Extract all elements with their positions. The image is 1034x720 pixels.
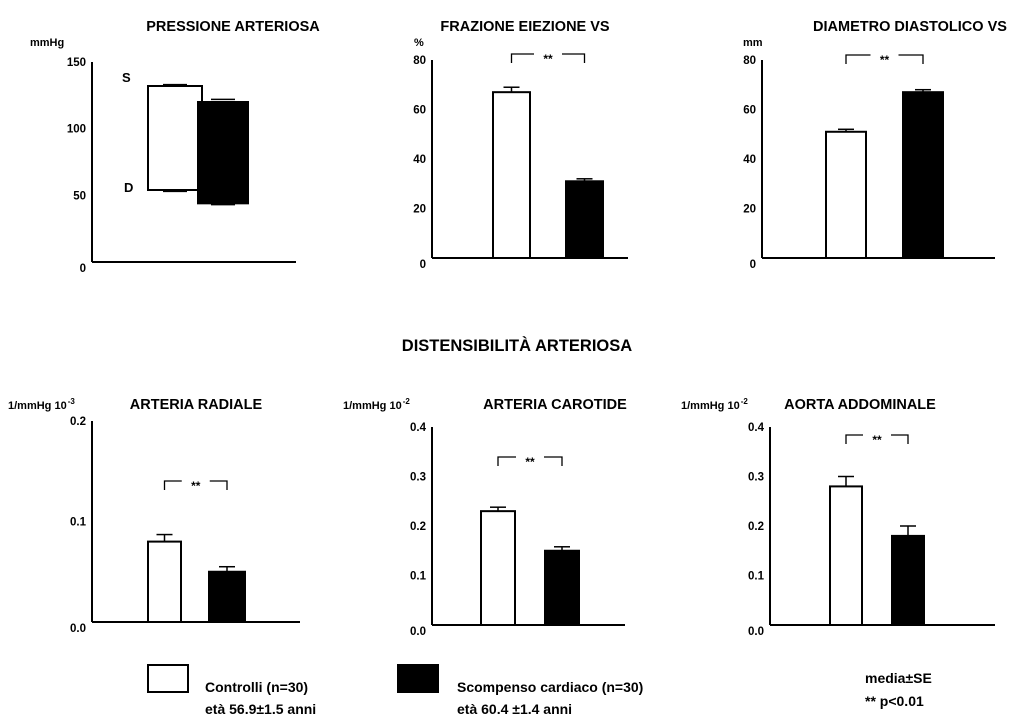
y-axis-label: 1/mmHg 10	[8, 400, 67, 412]
significance-bracket-right	[891, 434, 909, 444]
significance-bracket-left	[497, 456, 516, 466]
y-tick-label: 0.2	[748, 521, 764, 533]
y-tick-label: 80	[413, 55, 426, 67]
y-axis-label: mmHg	[30, 37, 64, 49]
y-tick-label: 0.0	[410, 626, 426, 638]
chart-panel-2: FRAZIONE EIEZIONE VS% 0 20 40 60 80 **	[413, 19, 628, 271]
significance-bracket-left	[163, 480, 182, 490]
y-tick-label: 0.2	[70, 416, 86, 428]
y-tick-label: 80	[743, 55, 756, 67]
chart-panel-6: AORTA ADDOMINALE 1/mmHg 10 -2 0.0 0.1 0.2 0.3 0…	[681, 397, 995, 638]
systolic-label: S	[122, 70, 131, 85]
y-tick-label: 50	[73, 190, 86, 202]
bar-1	[480, 510, 516, 626]
bar-1	[147, 85, 203, 191]
significance-bracket-right	[544, 456, 563, 466]
y-axis-label: mm	[743, 37, 763, 49]
y-axis-label-exponent: -2	[403, 397, 411, 406]
significance-bracket-left	[510, 53, 534, 63]
y-axis-label-exponent: -3	[68, 397, 76, 406]
y-tick-label: 60	[743, 105, 756, 117]
significance-bracket-left	[845, 434, 863, 444]
bar-2	[902, 91, 944, 259]
bar-1	[492, 91, 531, 259]
y-tick-label: 0.4	[410, 422, 427, 434]
chart-panel-3: DIAMETRO DIASTOLICO VS mm 0 20 40 60 80 **	[743, 19, 1007, 271]
significance-marker: **	[525, 455, 535, 469]
y-tick-label: 0.3	[748, 472, 764, 484]
significance-marker: **	[543, 52, 553, 66]
chart-title: DIAMETRO DIASTOLICO VS	[813, 19, 1007, 35]
legend: Controlli (n=30) età 56.9±1.5 anni Scompen…	[147, 664, 643, 717]
legend-label: Scompenso cardiaco (n=30)	[457, 679, 643, 695]
y-tick-label: 0.2	[410, 521, 426, 533]
bar-2	[891, 534, 925, 627]
chart-panel-1: PRESSIONE ARTERIOSA mmHg 0 50 100 150 S D	[30, 19, 320, 275]
y-tick-label: 0.1	[410, 571, 427, 583]
significance-marker: **	[872, 433, 882, 447]
y-tick-label: 0.3	[410, 472, 426, 484]
note-significance: ** p<0.01	[865, 693, 924, 709]
chart-title: FRAZIONE EIEZIONE VS	[440, 19, 610, 35]
y-tick-label: 0.1	[70, 517, 87, 529]
y-tick-label: 0	[750, 259, 756, 271]
y-tick-label: 100	[67, 124, 86, 136]
y-tick-label: 0	[420, 259, 426, 271]
chart-title: ARTERIA RADIALE	[130, 397, 263, 413]
significance-marker: **	[880, 53, 890, 67]
legend-swatch	[397, 664, 439, 693]
y-tick-label: 20	[743, 204, 756, 216]
y-axis-label: 1/mmHg 10	[343, 400, 402, 412]
legend-sublabel: età 56.9±1.5 anni	[205, 701, 316, 717]
section-title: DISTENSIBILITÀ ARTERIOSA	[402, 336, 632, 355]
y-tick-label: 20	[413, 204, 426, 216]
chart-title: ARTERIA CAROTIDE	[483, 397, 627, 413]
legend-label: Controlli (n=30)	[205, 679, 308, 695]
legend-sublabel: età 60.4 ±1.4 anni	[457, 701, 572, 717]
significance-bracket-right	[898, 54, 924, 64]
bar-2	[544, 549, 580, 626]
y-tick-label: 0.4	[748, 422, 765, 434]
y-axis-label: %	[414, 37, 424, 49]
significance-marker: **	[191, 479, 201, 493]
significance-bracket-left	[845, 54, 871, 64]
bar-1	[829, 485, 863, 626]
y-tick-label: 40	[413, 154, 426, 166]
chart-title: PRESSIONE ARTERIOSA	[146, 19, 320, 35]
y-tick-label: 0.1	[748, 571, 765, 583]
significance-bracket-right	[209, 480, 228, 490]
legend-swatch	[147, 664, 189, 693]
chart-panel-5: ARTERIA CAROTIDE 1/mmHg 10 -2 0.0 0.1 0.2 0.3 0…	[343, 397, 627, 638]
y-tick-label: 150	[67, 57, 86, 69]
y-tick-label: 60	[413, 105, 426, 117]
bar-2	[197, 101, 249, 205]
y-tick-label: 40	[743, 154, 756, 166]
note-mean-se: media±SE	[865, 670, 932, 686]
notes: media±SE ** p<0.01	[865, 670, 932, 709]
bar-1	[825, 130, 867, 259]
y-tick-label: 0.0	[748, 626, 764, 638]
chart-title: AORTA ADDOMINALE	[784, 397, 936, 413]
y-tick-label: 0	[80, 263, 86, 275]
bar-2	[565, 180, 604, 259]
bar-1	[147, 540, 182, 623]
y-axis-label-exponent: -2	[741, 397, 749, 406]
bar-2	[208, 570, 246, 623]
significance-bracket-right	[562, 53, 586, 63]
y-tick-label: 0.0	[70, 623, 86, 635]
diastolic-label: D	[124, 180, 133, 195]
chart-panel-4: ARTERIA RADIALE 1/mmHg 10 -3 0.0 0.1 0.2 **	[8, 397, 300, 635]
y-axis-label: 1/mmHg 10	[681, 400, 740, 412]
